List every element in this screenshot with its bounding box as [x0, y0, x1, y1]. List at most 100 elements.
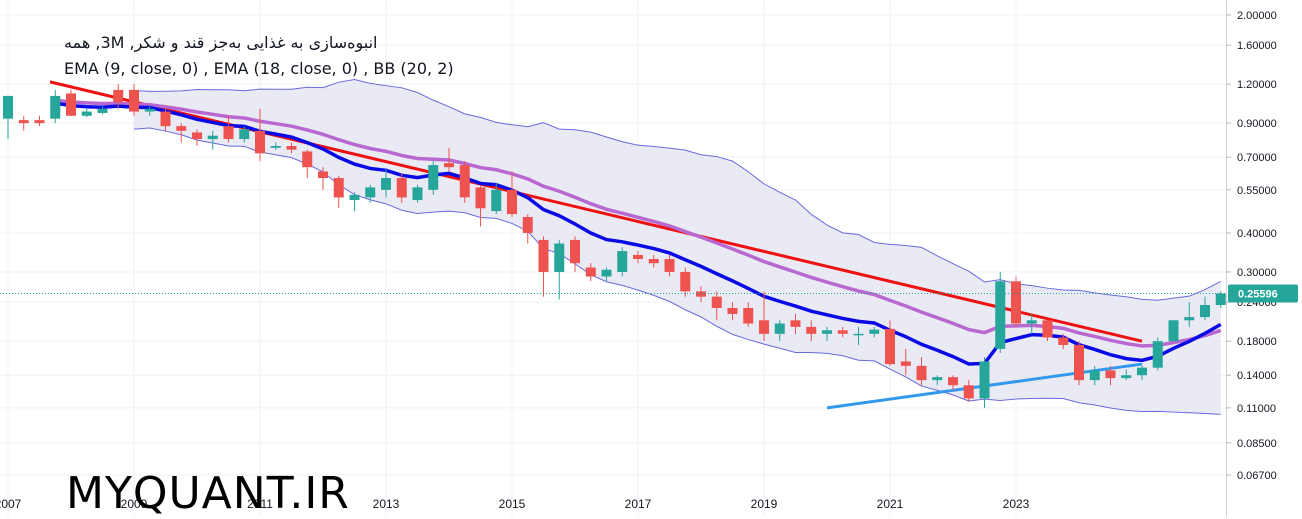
candle	[491, 182, 502, 215]
last-price-label: 0.25596	[1238, 288, 1278, 300]
y-tick-label: 0.70000	[1237, 152, 1277, 164]
candle	[774, 320, 785, 342]
candle-body	[318, 171, 328, 179]
candle-body	[885, 328, 895, 365]
candle	[790, 313, 801, 334]
candle	[1105, 365, 1116, 386]
candle-body	[1152, 341, 1163, 368]
candle-body	[790, 320, 801, 327]
x-tick-label: 2019	[751, 497, 778, 511]
candle	[239, 126, 250, 143]
candles	[3, 84, 1226, 408]
candle	[932, 375, 943, 386]
candle-body	[1089, 370, 1100, 381]
candle-body	[207, 135, 218, 140]
x-tick-label: 2007	[0, 497, 22, 511]
candle-body	[601, 269, 612, 277]
chart-legend: انبوه‌سازی به غذایی به‌جز قند و شکر, 3M,…	[64, 30, 454, 82]
ema-18-line	[55, 98, 1222, 348]
candle	[1121, 369, 1132, 381]
candle-body	[711, 296, 722, 308]
candle	[1200, 296, 1210, 321]
candle	[680, 267, 691, 297]
y-tick-label: 0.08500	[1237, 438, 1277, 450]
y-tick-label: 1.60000	[1237, 40, 1277, 52]
candle	[176, 123, 187, 143]
candle-body	[1026, 320, 1037, 324]
candle-body	[743, 307, 754, 324]
candle-body	[995, 281, 1006, 349]
candle-body	[475, 187, 486, 209]
bb-lower-line	[133, 127, 1221, 415]
candle	[1058, 333, 1069, 349]
candle	[286, 142, 297, 154]
bb-upper-line	[133, 79, 1221, 301]
candle-body	[18, 120, 29, 124]
candle	[144, 106, 155, 116]
candle-body	[963, 385, 974, 399]
y-tick-label: 0.90000	[1237, 118, 1277, 130]
candle	[570, 236, 580, 272]
candle-body	[853, 333, 864, 336]
candle-body	[822, 330, 832, 334]
candle-body	[806, 326, 817, 334]
candle	[633, 251, 643, 264]
candle	[538, 236, 549, 297]
candle-body	[1105, 370, 1116, 379]
candle-body	[286, 146, 297, 150]
candle	[1026, 313, 1037, 334]
candle-body	[459, 165, 470, 198]
candle-body	[916, 365, 927, 381]
candle	[711, 291, 722, 321]
candle	[333, 175, 344, 209]
candle	[1137, 365, 1147, 381]
candle-body	[617, 251, 628, 272]
time-axis[interactable]: 2007 2009 2011 2013 2015 2017 2019 2021 2023	[0, 497, 1030, 511]
candle	[97, 106, 108, 115]
candle-body	[34, 120, 45, 124]
bb-fill	[134, 79, 1221, 415]
candle	[1215, 291, 1226, 308]
candle-body	[365, 187, 376, 198]
candle	[727, 302, 738, 321]
ema-lines	[54, 98, 1222, 366]
candle-body	[538, 239, 549, 272]
candle-body	[680, 271, 691, 292]
candle-body	[1184, 317, 1195, 321]
candle	[113, 84, 124, 109]
y-tick-label: 0.11000	[1237, 403, 1276, 415]
watermark: MYQUANT.IR	[66, 468, 350, 519]
candle	[318, 167, 328, 190]
candle	[979, 357, 990, 408]
candle	[270, 142, 281, 150]
y-tick-label: 0.30000	[1237, 267, 1277, 279]
candle-body	[113, 89, 124, 103]
candle-body	[444, 163, 454, 168]
candle-body	[302, 151, 313, 168]
candle	[475, 184, 486, 227]
candle-body	[869, 329, 880, 334]
x-tick-label: 2015	[499, 497, 526, 511]
candle-body	[1058, 337, 1069, 345]
candle	[381, 169, 391, 198]
candle-body	[3, 95, 13, 119]
candle-body	[948, 377, 958, 386]
candle-body	[333, 178, 344, 198]
candle-body	[570, 239, 580, 264]
y-tick-label: 0.06700	[1237, 470, 1277, 482]
candle	[1089, 365, 1100, 386]
candle	[396, 173, 407, 203]
y-tick-label: 1.20000	[1237, 79, 1277, 91]
candle-body	[1200, 305, 1210, 318]
candle-body	[979, 361, 990, 399]
candle-body	[223, 126, 234, 140]
candle	[837, 326, 848, 338]
x-tick-label: 2009	[121, 497, 148, 511]
x-tick-label: 2013	[373, 497, 400, 511]
candle-body	[239, 129, 250, 140]
candle-body	[1215, 293, 1226, 306]
candle-body	[270, 146, 281, 148]
